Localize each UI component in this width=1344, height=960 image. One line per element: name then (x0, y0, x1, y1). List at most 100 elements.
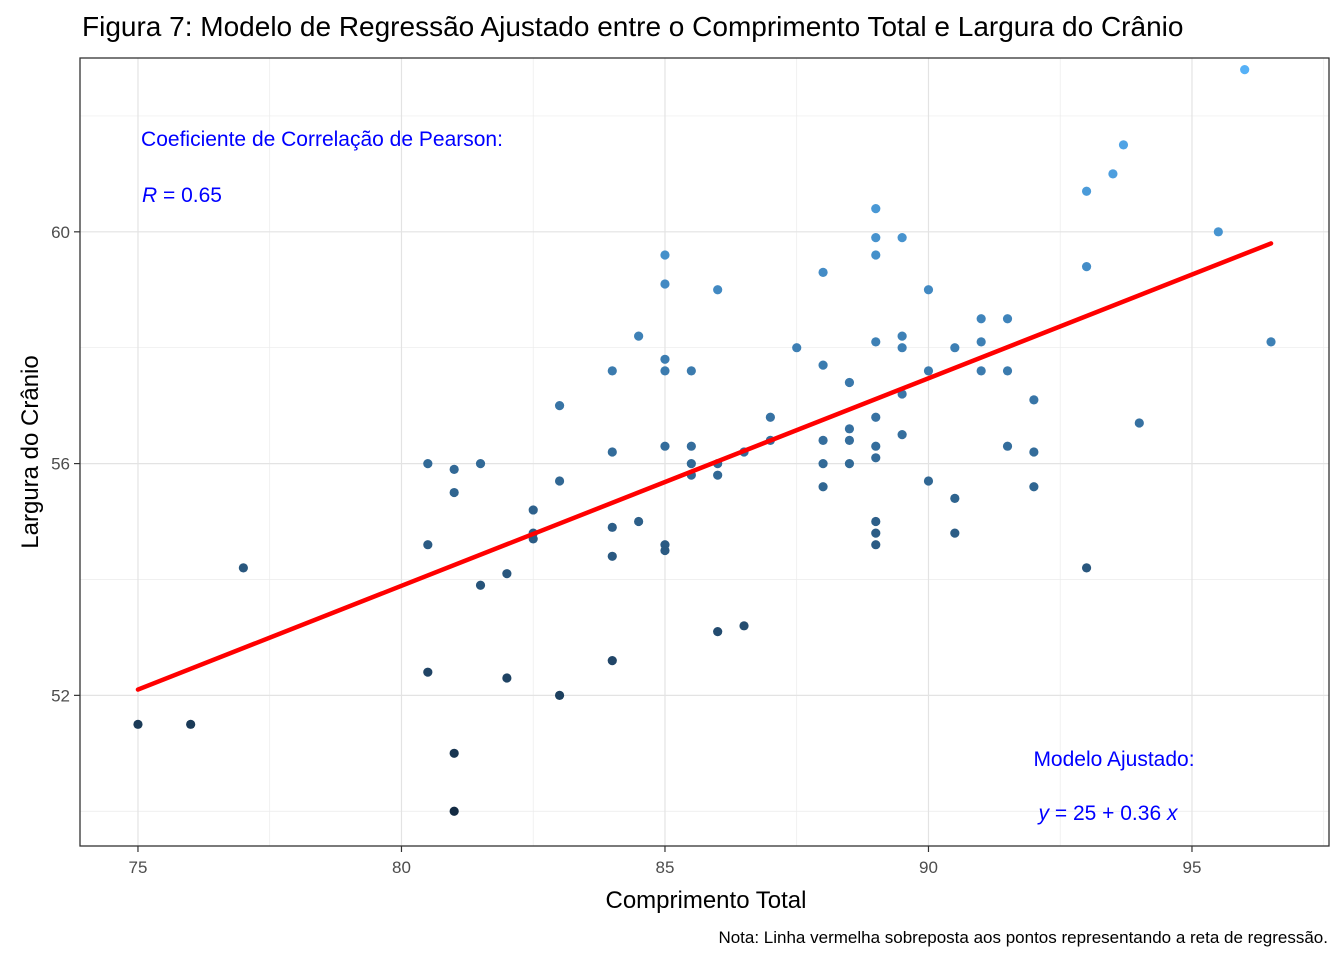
correlation-label: Coeficiente de Correlação de Pearson: (141, 128, 503, 151)
data-point (950, 528, 960, 538)
data-point (660, 354, 670, 364)
data-point (1081, 563, 1092, 573)
data-point (871, 233, 881, 243)
data-point (976, 366, 986, 376)
x-tick-label: 80 (392, 858, 411, 877)
data-point (844, 435, 855, 446)
data-point (871, 337, 881, 347)
data-point (607, 655, 617, 666)
data-point (607, 447, 617, 457)
data-point (871, 516, 881, 527)
data-point (1002, 441, 1013, 451)
data-point (449, 806, 459, 816)
data-point (818, 458, 828, 469)
data-point (950, 343, 960, 353)
correlation-symbol: R (142, 184, 157, 207)
data-point (634, 331, 644, 341)
data-point (554, 401, 565, 411)
data-point (871, 528, 881, 538)
data-point (818, 360, 828, 370)
data-point (976, 314, 986, 324)
x-tick-label: 75 (129, 858, 148, 877)
data-point (950, 493, 960, 503)
data-point (871, 412, 881, 422)
data-point (475, 580, 486, 590)
data-point (449, 748, 459, 758)
grid-lines (80, 58, 1329, 846)
data-point (923, 366, 934, 376)
data-point (1029, 395, 1039, 405)
x-tick-label: 90 (919, 858, 938, 877)
x-tick-label: 95 (1183, 858, 1202, 877)
data-point (844, 377, 855, 388)
data-point (1081, 186, 1092, 196)
data-point (871, 250, 881, 260)
x-axis-title: Comprimento Total (606, 887, 807, 914)
data-point (844, 424, 855, 434)
data-point (238, 563, 248, 573)
data-points (133, 64, 1276, 816)
data-point (686, 458, 696, 469)
data-point (133, 719, 143, 729)
data-point (607, 551, 617, 561)
data-point (871, 453, 881, 463)
x-tick-label: 85 (656, 858, 675, 877)
data-point (871, 204, 881, 214)
data-point (923, 476, 934, 486)
data-point (528, 505, 538, 515)
y-axis-title: Largura do Crânio (17, 355, 44, 548)
model-x-symbol: x (1166, 802, 1179, 825)
data-point (1029, 447, 1039, 457)
data-point (660, 279, 670, 289)
data-point (818, 482, 828, 492)
data-point (1118, 140, 1129, 150)
data-point (607, 366, 617, 376)
correlation-value-text: R = 0.65 (142, 184, 222, 207)
model-label: Modelo Ajustado: (1033, 748, 1194, 771)
model-equation-body: = 25 + 0.36 (1049, 802, 1167, 825)
data-point (660, 441, 670, 451)
data-point (923, 285, 934, 295)
data-point (739, 621, 749, 631)
data-point (449, 464, 459, 474)
y-axis-ticks: 52 56 60 (51, 223, 80, 705)
data-point (713, 470, 723, 480)
model-equation: y = 25 + 0.36 x (1037, 802, 1179, 825)
data-point (686, 441, 696, 451)
data-point (502, 569, 512, 579)
data-point (1213, 227, 1223, 237)
data-point (871, 540, 881, 550)
y-tick-label: 60 (51, 223, 70, 242)
data-point (1002, 366, 1013, 376)
data-point (186, 719, 196, 729)
data-point (818, 435, 828, 446)
data-point (449, 487, 459, 498)
chart-caption: Nota: Linha vermelha sobreposta aos pont… (718, 928, 1328, 947)
data-point (1108, 169, 1118, 179)
data-point (1134, 418, 1144, 428)
data-point (1029, 482, 1039, 492)
correlation-value: = 0.65 (157, 184, 222, 207)
plot-panel (80, 58, 1329, 846)
plot-border (79, 57, 1330, 847)
data-point (897, 233, 907, 243)
data-point (554, 476, 565, 486)
data-point (871, 441, 881, 451)
data-point (634, 516, 644, 527)
data-point (1240, 64, 1250, 75)
y-tick-label: 52 (51, 686, 70, 705)
data-point (897, 331, 907, 341)
data-point (660, 250, 670, 260)
chart-title: Figura 7: Modelo de Regressão Ajustado e… (82, 11, 1183, 42)
data-point (554, 690, 565, 700)
regression-line (135, 241, 1274, 692)
data-point (1266, 337, 1276, 347)
data-point (897, 430, 907, 440)
data-point (423, 540, 433, 550)
model-y-symbol: y (1037, 802, 1051, 825)
data-point (686, 366, 696, 376)
data-point (1002, 314, 1013, 324)
data-point (713, 285, 723, 295)
x-axis-ticks: 75 80 85 90 95 (129, 846, 1202, 877)
